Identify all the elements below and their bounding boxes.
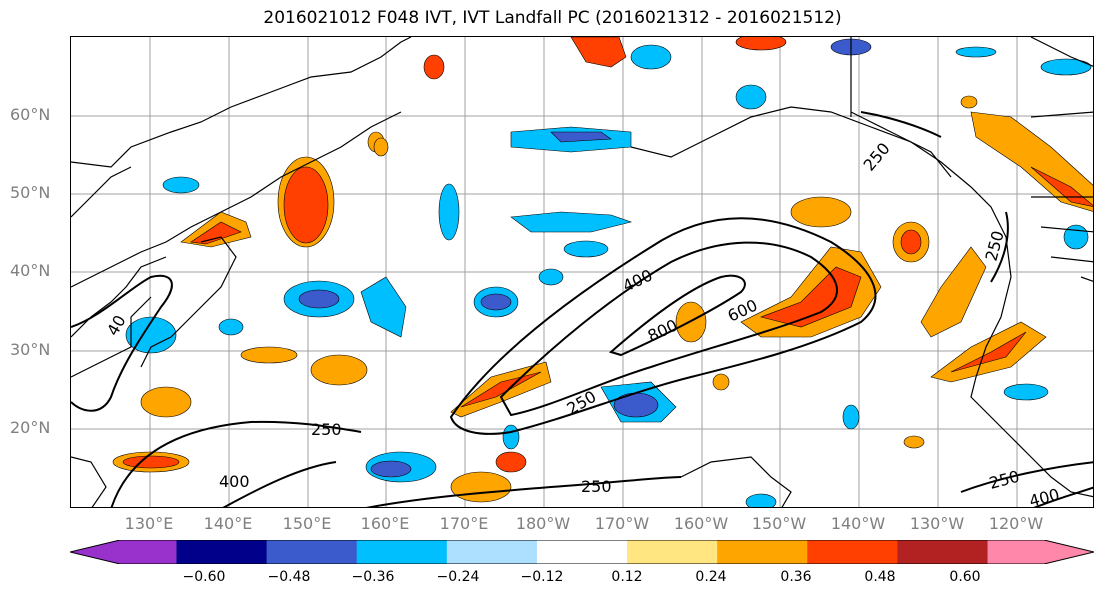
- colorbar-tick-6: 0.12: [611, 569, 643, 585]
- lon-label-160e: 160°E: [360, 514, 410, 533]
- colorbar-tick-3: −0.36: [351, 569, 395, 585]
- colorbar-cell: [897, 540, 989, 564]
- positive-anomalies: [112, 37, 1093, 503]
- colorbar-tick-8: 0.36: [780, 569, 812, 585]
- colorbar-tick-10: 0.60: [949, 569, 981, 585]
- colorbar-cell: [627, 540, 718, 564]
- lat-label-40n: 40°N: [10, 261, 51, 280]
- coastlines: [71, 37, 1093, 507]
- contour-label-40: 40: [103, 312, 130, 339]
- graticule: [71, 37, 1093, 507]
- contour-label-250-f: 250: [982, 229, 1008, 263]
- colorbar-cell: [807, 540, 898, 564]
- lon-label-170w: 170°W: [594, 514, 650, 533]
- contour-label-400-a: 400: [620, 265, 656, 295]
- colorbar-cell: [70, 540, 177, 564]
- contour-label-400-c: 400: [1027, 485, 1061, 508]
- colorbar-tick-5: −0.12: [520, 569, 564, 585]
- colorbar-cell: [176, 540, 268, 564]
- lat-label-60n: 60°N: [10, 105, 51, 124]
- lon-label-150w: 150°W: [751, 514, 807, 533]
- colorbar-cell: [266, 540, 358, 564]
- colorbar-cell: [446, 540, 538, 564]
- lon-label-140e: 140°E: [203, 514, 253, 533]
- colorbar-cell: [987, 540, 1094, 564]
- ivt-contours: [71, 111, 1093, 507]
- lon-label-180w: 180°W: [515, 514, 571, 533]
- colorbar-tick-9: 0.48: [864, 569, 896, 585]
- contour-label-250-c: 250: [581, 477, 612, 496]
- contour-label-250-b: 250: [311, 420, 342, 439]
- lon-label-160w: 160°W: [673, 514, 729, 533]
- lon-label-120w: 120°W: [988, 514, 1044, 533]
- colorbar-tick-4: −0.24: [436, 569, 480, 585]
- contour-label-250-a: 250: [564, 387, 600, 419]
- map-title: 2016021012 F048 IVT, IVT Landfall PC (20…: [263, 8, 842, 28]
- lon-label-130e: 130°E: [124, 514, 174, 533]
- lat-label-50n: 50°N: [10, 183, 51, 202]
- contour-label-400-b: 400: [219, 472, 250, 491]
- colorbar-cell: [356, 540, 448, 564]
- colorbar-tick-7: 0.24: [695, 569, 727, 585]
- lat-label-20n: 20°N: [10, 418, 51, 437]
- lon-label-140w: 140°W: [830, 514, 886, 533]
- contour-label-250-d: 250: [987, 467, 1021, 493]
- colorbar-tick-1: −0.60: [182, 569, 226, 585]
- colorbar: [70, 540, 1094, 564]
- contour-label-250-e: 250: [860, 139, 894, 175]
- lat-label-30n: 30°N: [10, 340, 51, 359]
- map-canvas: 250 400 600 800 250 250 400 250 250 250 …: [71, 37, 1093, 508]
- lon-label-170e: 170°E: [439, 514, 489, 533]
- lon-label-150e: 150°E: [282, 514, 332, 533]
- map-panel: 250 400 600 800 250 250 400 250 250 250 …: [70, 36, 1094, 508]
- lon-label-130w: 130°W: [909, 514, 965, 533]
- colorbar-cell: [536, 540, 628, 564]
- colorbar-cell: [717, 540, 808, 564]
- colorbar-tick-2: −0.48: [267, 569, 311, 585]
